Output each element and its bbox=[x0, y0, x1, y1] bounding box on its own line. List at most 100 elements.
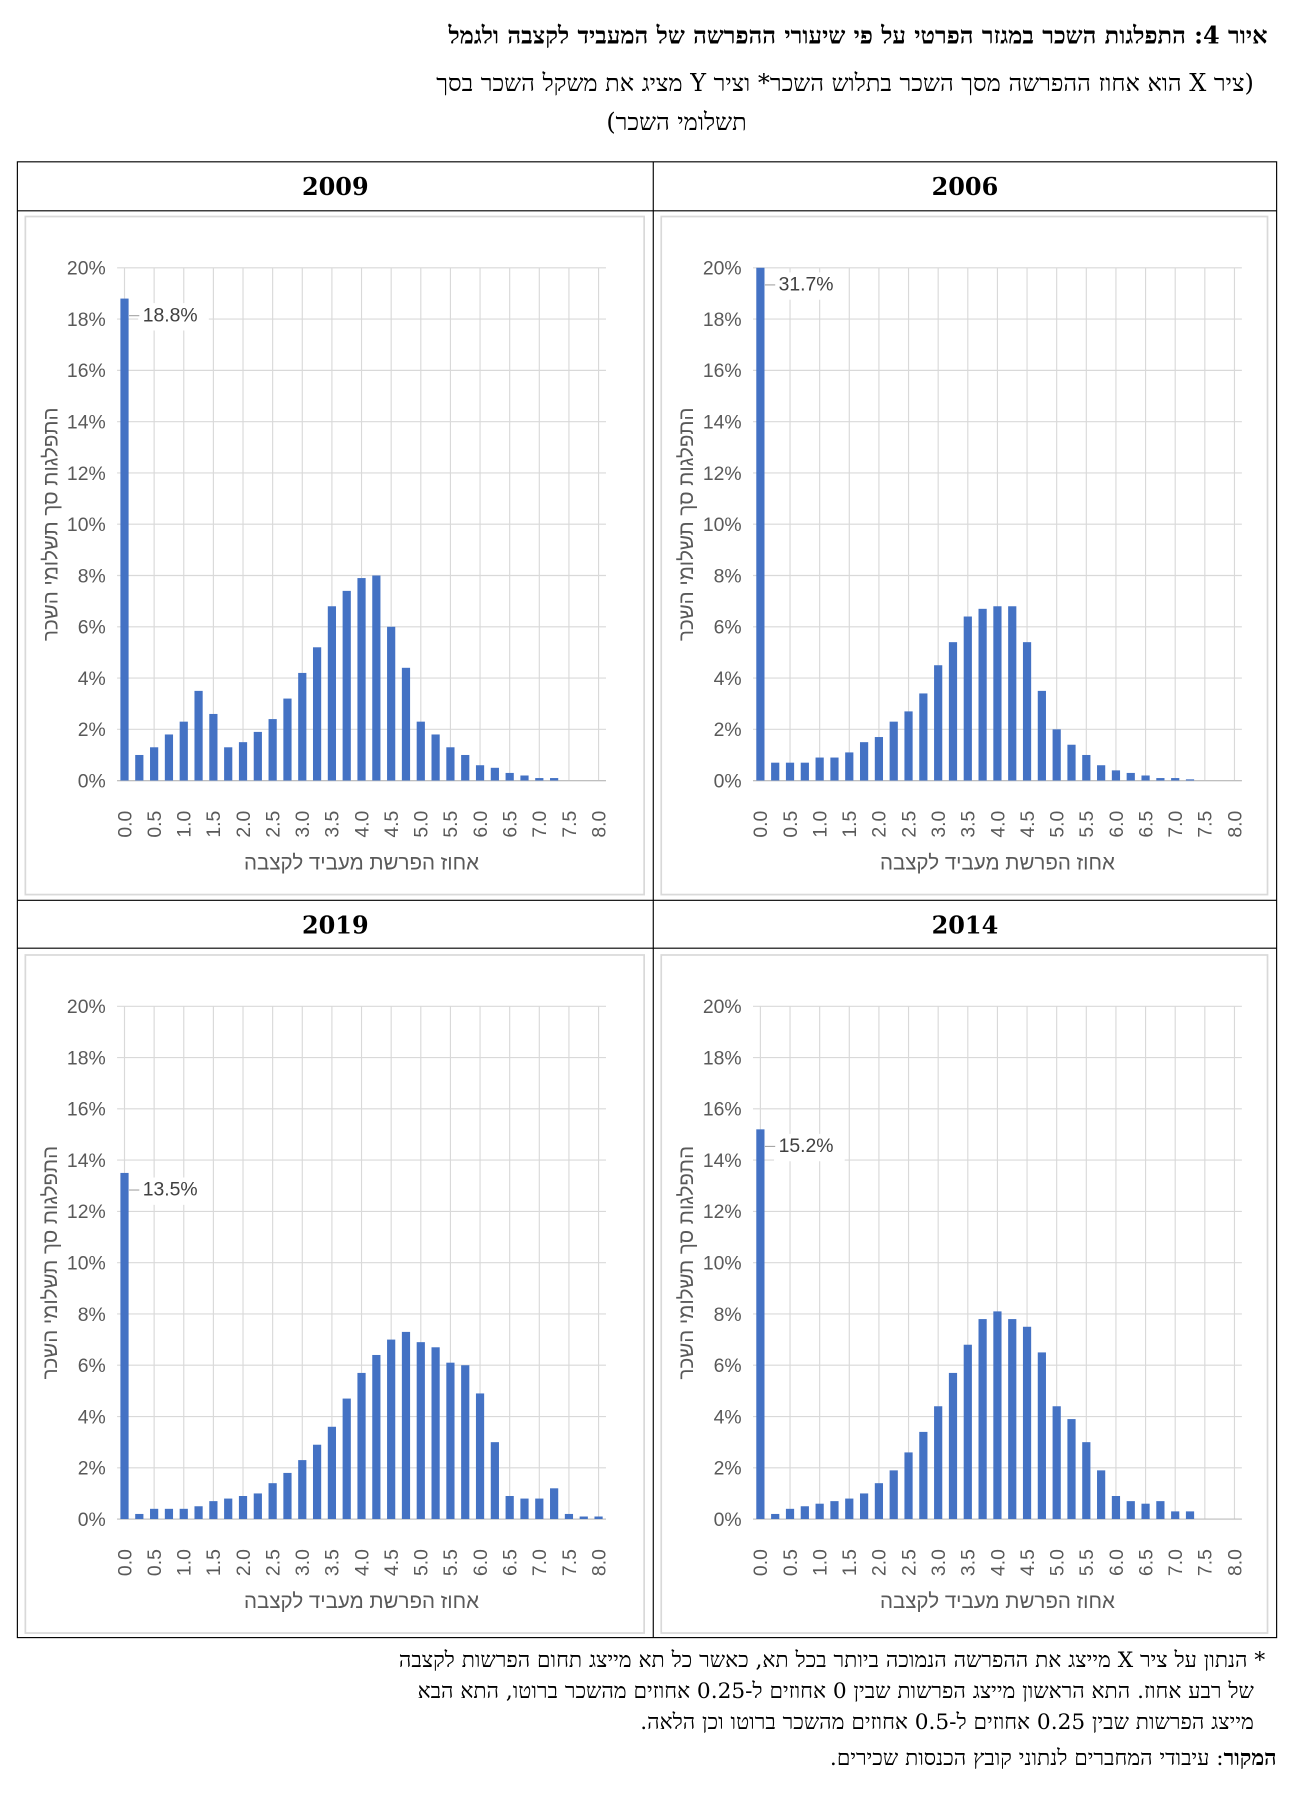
bar bbox=[357, 1372, 366, 1520]
bar bbox=[372, 575, 381, 781]
x-tick-label: 3.0 bbox=[928, 810, 950, 837]
x-tick-label: 7.5 bbox=[559, 811, 581, 838]
bar bbox=[594, 1516, 603, 1520]
panel-title: 2019 bbox=[302, 911, 369, 939]
bar bbox=[1082, 754, 1091, 781]
x-tick-label: 1.0 bbox=[809, 1549, 831, 1576]
y-tick-label: 6% bbox=[714, 1355, 742, 1377]
x-tick-label: 6.0 bbox=[470, 1549, 492, 1576]
y-tick-label: 14% bbox=[67, 411, 106, 433]
data-label: 31.7% bbox=[779, 274, 834, 296]
y-tick-label: 0% bbox=[78, 1509, 106, 1531]
bar bbox=[283, 1472, 292, 1520]
x-tick-label: 4.0 bbox=[987, 810, 1009, 837]
x-axis-label: אחוז הפרשת מעביד לקצבה bbox=[244, 852, 479, 875]
bar bbox=[756, 267, 765, 781]
bar bbox=[431, 1347, 440, 1520]
bar bbox=[194, 690, 203, 781]
x-tick-label: 3.5 bbox=[958, 811, 980, 838]
bar bbox=[209, 713, 218, 781]
bar bbox=[1037, 690, 1046, 781]
y-tick-label: 16% bbox=[703, 1099, 742, 1121]
bar bbox=[401, 1331, 411, 1520]
bar bbox=[312, 647, 322, 781]
bars bbox=[756, 267, 1195, 781]
bar bbox=[830, 1501, 839, 1520]
x-tick-label: 5.5 bbox=[440, 811, 462, 838]
bar bbox=[505, 1496, 514, 1520]
bar bbox=[904, 711, 913, 781]
bar bbox=[461, 1365, 470, 1520]
x-tick-label: 0.5 bbox=[144, 1549, 166, 1576]
y-axis-label: התפלגות סך תשלומי השכר bbox=[39, 1146, 62, 1380]
bar bbox=[934, 665, 943, 781]
x-tick-label: 6.0 bbox=[1106, 1549, 1128, 1576]
bar bbox=[948, 642, 958, 781]
y-tick-label: 10% bbox=[67, 514, 106, 536]
x-tick-label: 7.0 bbox=[529, 810, 551, 837]
bar bbox=[164, 1508, 174, 1520]
footnote-line: מייצג הפרשות שבין 0.25 אחוזים ל-0.5 אחוז… bbox=[640, 1710, 1254, 1735]
bar bbox=[800, 762, 809, 781]
y-tick-label: 0% bbox=[714, 770, 742, 792]
bar bbox=[564, 1513, 574, 1520]
x-tick-label: 5.5 bbox=[1076, 1549, 1098, 1576]
x-tick-label: 4.5 bbox=[1017, 1549, 1039, 1576]
bar bbox=[889, 1470, 898, 1520]
x-tick-label: 2.0 bbox=[869, 1549, 891, 1576]
bar bbox=[859, 1493, 869, 1520]
bar bbox=[874, 737, 884, 781]
panel-title: 2006 bbox=[932, 173, 999, 201]
x-tick-label: 8.0 bbox=[1224, 1549, 1246, 1576]
y-tick-label: 2% bbox=[714, 1458, 742, 1480]
bar bbox=[1022, 1326, 1032, 1520]
y-tick-label: 14% bbox=[703, 411, 742, 433]
bar bbox=[1126, 772, 1135, 781]
bar bbox=[1141, 775, 1150, 781]
bar bbox=[505, 772, 514, 781]
chart-frame bbox=[660, 215, 1269, 896]
y-axis-label: התפלגות סך תשלומי השכר bbox=[675, 1146, 698, 1380]
y-tick-label: 18% bbox=[703, 1047, 742, 1069]
chart: 0% 2% 4% 6% 8% 10% 12% 14% 16% 18% 20% 0.0 0.5 1.0 1.5… bbox=[675, 258, 1246, 875]
bar bbox=[120, 298, 129, 781]
x-tick-label: 2.0 bbox=[233, 810, 255, 837]
x-tick-label: 6.5 bbox=[500, 811, 522, 838]
bar bbox=[475, 1393, 485, 1520]
x-tick-label: 4.5 bbox=[381, 1549, 403, 1576]
bar bbox=[135, 754, 144, 781]
bar bbox=[224, 1498, 233, 1520]
x-tick-label: 1.0 bbox=[174, 810, 196, 837]
bar bbox=[179, 721, 188, 781]
bar bbox=[1067, 1419, 1076, 1520]
bar bbox=[948, 1372, 958, 1520]
panel-title: 2014 bbox=[932, 911, 999, 939]
x-tick-label: 5.0 bbox=[1047, 810, 1069, 837]
bars bbox=[120, 1172, 603, 1520]
x-tick-label: 7.5 bbox=[1195, 811, 1217, 838]
bar bbox=[1097, 1470, 1106, 1520]
y-tick-label: 20% bbox=[67, 258, 106, 280]
x-tick-label: 7.0 bbox=[529, 1549, 551, 1576]
bar bbox=[1022, 642, 1032, 781]
x-tick-label: 5.0 bbox=[411, 810, 433, 837]
bar bbox=[150, 747, 159, 781]
x-axis-label: אחוז הפרשת מעביד לקצבה bbox=[244, 1590, 479, 1613]
bar bbox=[845, 752, 854, 781]
x-tick-label: 4.0 bbox=[351, 1549, 373, 1576]
x-tick-label: 1.5 bbox=[203, 1549, 225, 1576]
bar bbox=[520, 775, 529, 781]
x-tick-label: 3.5 bbox=[958, 1549, 980, 1576]
bar bbox=[815, 1503, 824, 1520]
bar bbox=[1111, 770, 1121, 781]
bar bbox=[1082, 1442, 1091, 1520]
bar bbox=[416, 721, 425, 781]
bar bbox=[298, 672, 307, 781]
bar bbox=[446, 747, 455, 781]
bar bbox=[253, 731, 262, 781]
x-tick-label: 6.5 bbox=[1135, 811, 1157, 838]
x-tick-label: 7.0 bbox=[1165, 1549, 1187, 1576]
bar bbox=[550, 1488, 559, 1520]
x-tick-label: 1.0 bbox=[809, 810, 831, 837]
